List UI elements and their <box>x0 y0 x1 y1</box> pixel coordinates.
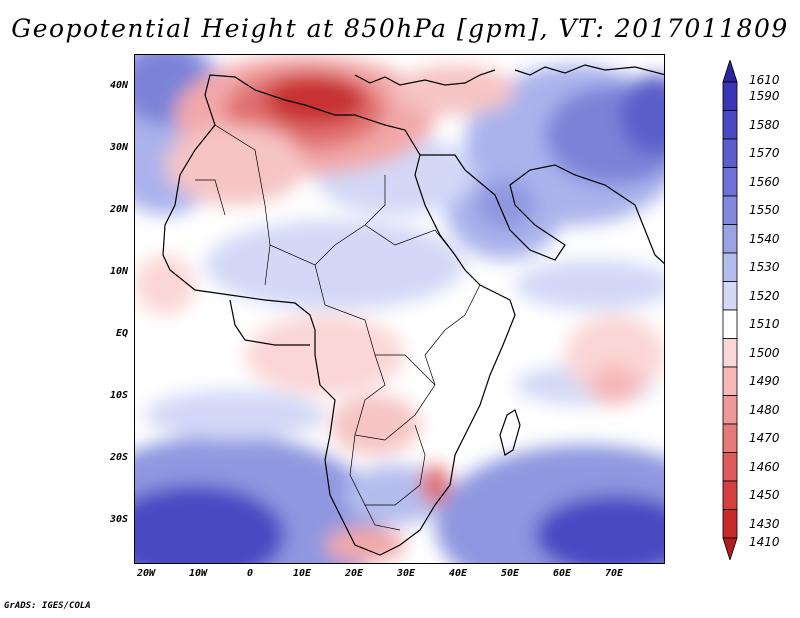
colorbar-swatch-1470 <box>722 423 738 453</box>
colorbar-label-1540: 1540 <box>749 231 780 246</box>
lon-label-20e: 20E <box>344 568 364 579</box>
colorbar-swatch-1550 <box>722 195 738 225</box>
lat-label-30s: 30S <box>109 514 128 525</box>
map-title: Geopotential Height at 850hPa [gpm], VT:… <box>11 14 789 43</box>
lat-label-20n: 20N <box>109 204 128 215</box>
colorbar-swatch-1450 <box>722 480 738 510</box>
colorbar-swatches <box>722 58 738 562</box>
country-borders <box>195 124 481 531</box>
grads-credit: GrADS: IGES/COLA <box>4 601 91 611</box>
lat-label-10s: 10S <box>109 390 128 401</box>
colorbar-label-1560: 1560 <box>749 174 780 189</box>
colorbar-label-1570: 1570 <box>749 146 780 161</box>
colorbar-swatch-1510 <box>722 309 738 339</box>
colorbar-label-1580: 1580 <box>749 117 780 132</box>
lat-label-eq: EQ <box>115 328 128 339</box>
lon-label-70e: 70E <box>604 568 624 579</box>
colorbar-swatch-1490 <box>722 366 738 396</box>
map-canvas <box>135 55 664 563</box>
lon-label-40e: 40E <box>448 568 468 579</box>
colorbar-swatch-1610 <box>722 58 738 83</box>
colorbar-label-1460: 1460 <box>749 459 780 474</box>
colorbar-swatch-1530 <box>722 252 738 282</box>
lon-label-10e: 10E <box>292 568 312 579</box>
lat-label-40n: 40N <box>109 80 128 91</box>
colorbar-swatch-1460 <box>722 452 738 482</box>
coastlines <box>162 64 664 556</box>
colorbar: 1610 1590 1580 1570 1560 1550 1540 1530 1520 1510… <box>721 58 797 562</box>
colorbar-swatch-1590 <box>722 81 738 111</box>
colorbar-label-1450: 1450 <box>749 488 780 503</box>
colorbar-label-1470: 1470 <box>749 431 780 446</box>
colorbar-swatch-1430 <box>722 509 738 539</box>
colorbar-label-1550: 1550 <box>749 203 780 218</box>
lon-label-30e: 30E <box>396 568 416 579</box>
colorbar-swatch-1540 <box>722 224 738 254</box>
colorbar-swatch-1410 <box>722 537 738 562</box>
colorbar-label-1610: 1610 <box>749 73 780 87</box>
lon-label-20w: 20W <box>136 568 156 579</box>
colorbar-label-1510: 1510 <box>749 317 780 332</box>
colorbar-label-1410: 1410 <box>749 535 780 549</box>
colorbar-label-1530: 1530 <box>749 260 780 275</box>
colorbar-label-1430: 1430 <box>749 516 780 531</box>
lon-label-50e: 50E <box>500 568 520 579</box>
colorbar-swatch-1560 <box>722 167 738 197</box>
colorbar-label-1480: 1480 <box>749 402 780 417</box>
colorbar-swatch-1520 <box>722 281 738 311</box>
lat-label-30n: 30N <box>109 142 128 153</box>
colorbar-label-1520: 1520 <box>749 288 780 303</box>
lat-label-20s: 20S <box>109 452 128 463</box>
height-field <box>135 55 664 563</box>
geopotential-map <box>134 54 665 564</box>
lon-label-10w: 10W <box>188 568 208 579</box>
lon-label-0: 0 <box>246 568 254 579</box>
lat-label-10n: 10N <box>109 266 128 277</box>
colorbar-swatch-1500 <box>722 338 738 368</box>
lon-label-60e: 60E <box>552 568 572 579</box>
colorbar-label-1590: 1590 <box>749 89 780 104</box>
colorbar-swatch-1570 <box>722 138 738 168</box>
colorbar-label-1500: 1500 <box>749 345 780 360</box>
colorbar-swatch-1480 <box>722 395 738 425</box>
colorbar-label-1490: 1490 <box>749 374 780 389</box>
colorbar-swatch-1580 <box>722 110 738 140</box>
